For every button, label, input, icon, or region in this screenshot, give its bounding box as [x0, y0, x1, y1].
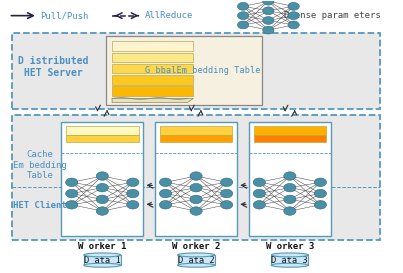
Circle shape [237, 12, 249, 20]
Ellipse shape [84, 253, 121, 257]
Circle shape [314, 189, 326, 198]
Circle shape [263, 7, 274, 15]
Ellipse shape [84, 263, 121, 267]
Circle shape [160, 189, 172, 198]
Circle shape [96, 172, 108, 180]
Circle shape [160, 178, 172, 186]
Bar [106, 36, 262, 105]
Bar [160, 135, 233, 143]
Circle shape [253, 189, 266, 198]
Ellipse shape [271, 263, 308, 267]
FancyBboxPatch shape [12, 33, 380, 109]
Ellipse shape [177, 263, 215, 267]
Bar [155, 121, 237, 236]
Text: Cache
Em bedding
Table: Cache Em bedding Table [13, 150, 66, 180]
Ellipse shape [271, 253, 308, 257]
Bar [249, 121, 331, 236]
Circle shape [190, 207, 202, 215]
Circle shape [127, 189, 139, 198]
Circle shape [66, 178, 78, 186]
Circle shape [127, 178, 139, 186]
Circle shape [160, 201, 172, 209]
Text: G bbalEm bedding Table: G bbalEm bedding Table [145, 66, 261, 75]
Text: W orker 2: W orker 2 [172, 242, 220, 251]
Circle shape [288, 2, 299, 10]
Circle shape [288, 12, 299, 20]
Bar [66, 135, 139, 143]
Circle shape [284, 183, 296, 192]
Circle shape [190, 195, 202, 204]
Circle shape [314, 201, 326, 209]
Circle shape [220, 189, 233, 198]
Circle shape [190, 183, 202, 192]
Text: D ata 1: D ata 1 [84, 256, 120, 265]
Text: D ata 3: D ata 3 [272, 256, 308, 265]
Bar [177, 255, 215, 265]
Bar [271, 255, 308, 265]
Circle shape [284, 207, 296, 215]
Circle shape [263, 17, 274, 24]
Polygon shape [112, 99, 193, 103]
Circle shape [96, 183, 108, 192]
Bar [66, 126, 139, 135]
Text: W orker 1: W orker 1 [78, 242, 127, 251]
Ellipse shape [177, 253, 215, 257]
Bar [61, 121, 143, 236]
Circle shape [253, 201, 266, 209]
Bar [112, 64, 193, 73]
Bar [112, 53, 193, 62]
Bar [112, 41, 193, 51]
Bar [112, 86, 193, 96]
Circle shape [288, 21, 299, 29]
Text: D ata 2: D ata 2 [178, 256, 214, 265]
Circle shape [220, 178, 233, 186]
Text: D ense param eters: D ense param eters [284, 11, 381, 20]
Circle shape [284, 195, 296, 204]
Text: W orker 3: W orker 3 [266, 242, 314, 251]
Circle shape [127, 201, 139, 209]
Text: Pull/Push: Pull/Push [40, 11, 88, 20]
Circle shape [314, 178, 326, 186]
Circle shape [237, 2, 249, 10]
Bar [160, 126, 233, 135]
Circle shape [220, 201, 233, 209]
Circle shape [190, 172, 202, 180]
FancyBboxPatch shape [12, 115, 380, 240]
Text: D istributed
HET Server: D istributed HET Server [18, 57, 89, 78]
Circle shape [237, 21, 249, 29]
Bar [84, 255, 121, 265]
Text: AllReduce: AllReduce [145, 11, 194, 20]
Bar [253, 135, 326, 143]
Bar [253, 126, 326, 135]
Circle shape [96, 207, 108, 215]
Bar [112, 75, 193, 85]
Circle shape [96, 195, 108, 204]
Circle shape [263, 0, 274, 5]
Text: HET Client: HET Client [13, 201, 66, 210]
Circle shape [284, 172, 296, 180]
Circle shape [263, 26, 274, 34]
Circle shape [66, 189, 78, 198]
Circle shape [253, 178, 266, 186]
Circle shape [66, 201, 78, 209]
